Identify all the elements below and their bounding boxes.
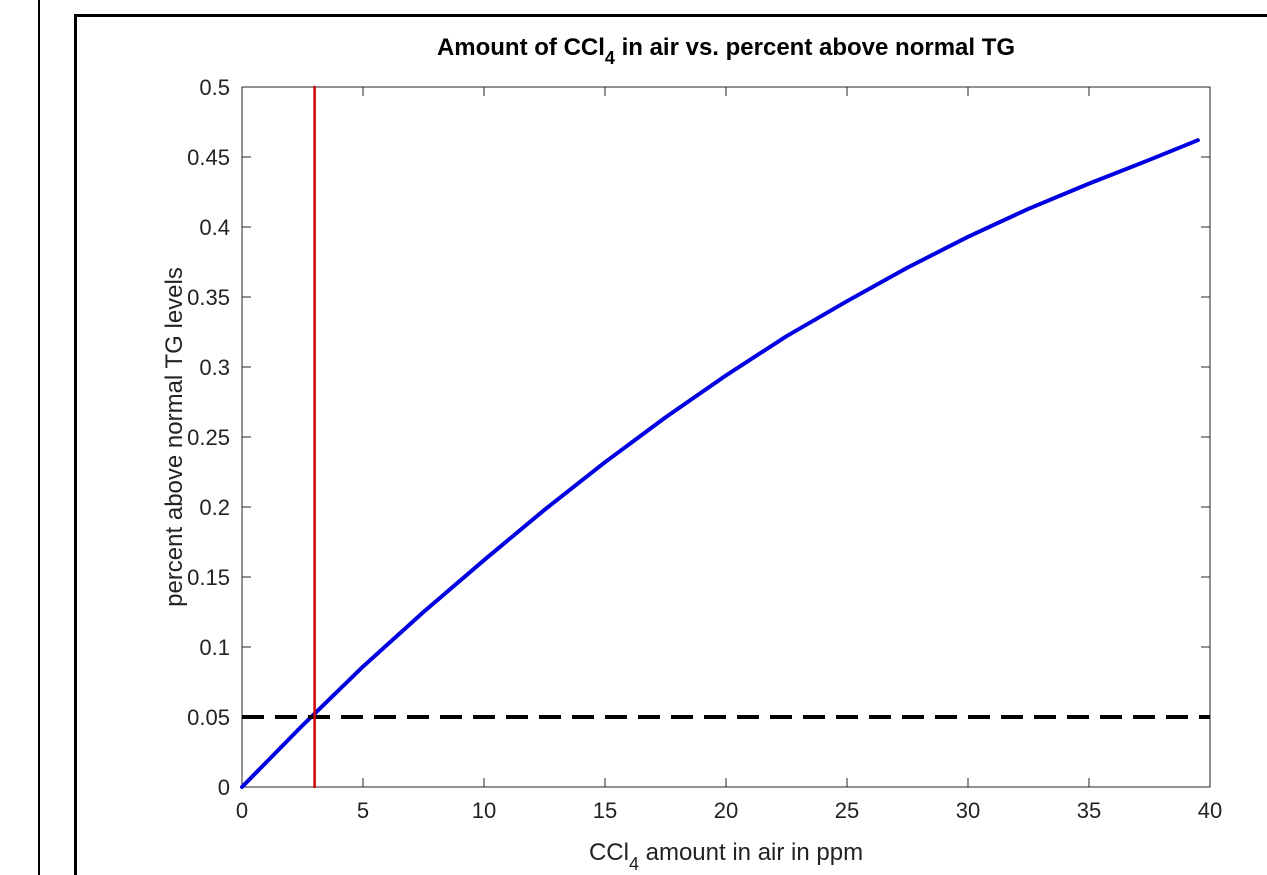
chart-title-rest: in air vs. percent above normal TG	[615, 34, 1015, 61]
x-tick-label: 10	[472, 798, 496, 823]
chart-title: Amount of CCl4 in air vs. percent above …	[437, 34, 1015, 68]
series-group	[240, 85, 1210, 789]
x-tick-label: 5	[357, 798, 369, 823]
y-tick-label: 0.2	[199, 495, 230, 520]
x-axis-label-rest: amount in air in ppm	[639, 839, 863, 866]
x-tick-label: 20	[714, 798, 738, 823]
x-tick-label: 35	[1077, 798, 1101, 823]
x-axis-label-subscript: 4	[629, 854, 639, 874]
y-tick-label: 0.15	[187, 565, 230, 590]
y-tick-label: 0.25	[187, 425, 230, 450]
y-tick-label: 0.05	[187, 705, 230, 730]
x-tick-label: 30	[956, 798, 980, 823]
x-tick-label: 25	[835, 798, 859, 823]
y-tick-label: 0.3	[199, 355, 230, 380]
chart-title-subscript: 4	[605, 48, 615, 68]
x-tick-label: 0	[236, 798, 248, 823]
y-tick-label: 0.35	[187, 285, 230, 310]
chart-title-main: Amount of CCl	[437, 34, 605, 61]
ticks-group: 0 5 10 15 20 25 30 35 40 0 0.05 0.1 0.15 0.2 0.25 0.3 0.…	[187, 75, 1222, 823]
y-tick-label: 0.4	[199, 215, 230, 240]
y-tick-label: 0.1	[199, 635, 230, 660]
x-axis-label-main: CCl	[589, 839, 629, 866]
x-tick-label: 40	[1198, 798, 1222, 823]
x-axis-label: CCl4 amount in air in ppm	[589, 839, 863, 874]
tg-curve-line	[240, 138, 1200, 789]
y-tick-label: 0	[218, 775, 230, 800]
y-tick-label: 0.5	[199, 75, 230, 100]
y-tick-label: 0.45	[187, 145, 230, 170]
figure-frame	[74, 14, 1267, 875]
y-axis-label: percent above normal TG levels	[161, 267, 188, 607]
left-panel-border	[0, 0, 40, 875]
x-tick-label: 15	[593, 798, 617, 823]
